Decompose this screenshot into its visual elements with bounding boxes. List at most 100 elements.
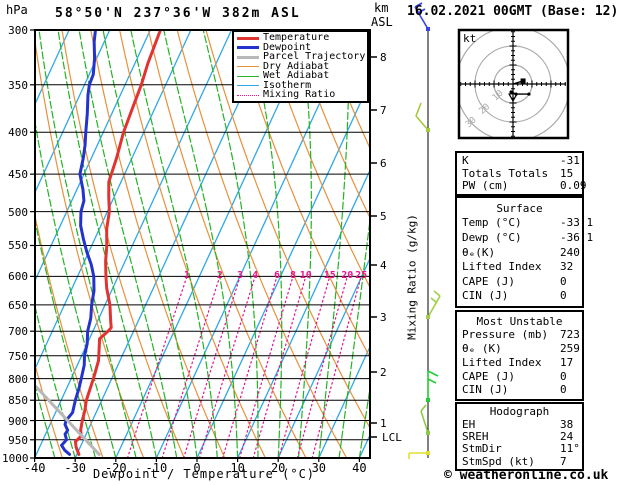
mixing-ratio-label: 3	[237, 270, 244, 282]
pressure-tick-label: 800	[8, 372, 28, 386]
hodograph-unit-label: kt	[463, 32, 477, 45]
mixing-ratio-label: 2	[216, 270, 223, 282]
km-tick-label: 8	[380, 51, 387, 64]
km-tick-label: 2	[380, 366, 387, 379]
wet-adiabat-line	[35, 118, 117, 458]
panel-title: Most Unstable	[476, 314, 563, 328]
panel-row-value: 38	[560, 417, 574, 431]
mixing-ratio-label: 20	[341, 270, 354, 282]
temp-tick-label: -20	[104, 461, 127, 475]
km-tick-label: 4	[380, 259, 387, 272]
panel-row: StmSpd (kt) 7	[462, 456, 582, 468]
panel-row: Lifted Index 17	[462, 357, 582, 369]
pressure-axis-unit: hPa	[6, 3, 28, 17]
isotherm-line	[35, 30, 192, 371]
pressure-tick-label: 550	[8, 239, 28, 253]
isotherm-line	[35, 30, 70, 106]
isotherm-line	[35, 30, 233, 458]
panel-title: Hodograph	[489, 405, 550, 419]
wet-adiabat-line	[78, 30, 178, 458]
panel-row: θₑ(K) 240	[462, 247, 582, 259]
temperature-axis-title: Dewpoint / Temperature (°C)	[92, 467, 316, 481]
wind-barb	[426, 370, 439, 402]
panel-row: PW (cm) 0.09	[462, 179, 587, 193]
pressure-tick-label: 400	[8, 126, 28, 140]
temp-tick-label: 40	[352, 461, 367, 475]
legend-item-label: Wet Adiabat	[263, 70, 330, 81]
wind-barb	[408, 451, 430, 459]
altitude-axis-unit-km: km	[374, 1, 389, 15]
temp-tick-label: 30	[311, 461, 327, 475]
hodograph-ring-label: 10	[491, 89, 506, 104]
legend-swatch	[237, 46, 259, 49]
panel-row-label: EH	[462, 417, 476, 431]
panel-row-value: 7	[560, 454, 567, 468]
panel-row-value: 15	[560, 166, 574, 180]
dry-adiabat-line	[35, 362, 64, 458]
legend-item: Dewpoint	[234, 41, 367, 53]
km-tick-label: 7	[380, 104, 387, 117]
km-tick-label: 6	[380, 157, 387, 170]
legend-swatch	[237, 75, 259, 77]
panel-row-label: CAPE (J)	[462, 274, 515, 288]
legend-item-label: Parcel Trajectory	[263, 51, 366, 62]
mixing-ratio-line	[239, 275, 294, 458]
panel-row-value: -31	[560, 153, 580, 167]
legend-item: Parcel Trajectory	[234, 51, 367, 62]
wind-barb-column	[408, 2, 441, 459]
mixing-ratio-label: 1	[183, 270, 190, 282]
wet-adiabat-line	[35, 382, 56, 458]
sounding-curves	[35, 30, 162, 456]
pressure-tick-label: 650	[8, 298, 28, 312]
wet-adiabat-line	[57, 30, 157, 458]
panel-row-label: Temp (°C)	[462, 216, 522, 230]
panel-row-value: -33.1	[560, 216, 594, 230]
temp-tick-label: -10	[145, 461, 168, 475]
panel-row-label: Lifted Index	[462, 355, 542, 369]
mixing-ratio-label: 15	[323, 270, 336, 282]
legend-item: Dry Adiabat	[234, 60, 367, 72]
panel-row: Pressure (mb) 723	[462, 329, 582, 341]
panel-row: EH 38	[462, 419, 582, 431]
panel-row-value: -36.1	[560, 230, 594, 244]
panel-row-label: Lifted Index	[462, 260, 542, 274]
panel-row-value: 240	[560, 245, 580, 259]
panel-row: CAPE (J) 0	[462, 371, 582, 383]
temperature-curve	[73, 30, 162, 456]
legend-item-label: Dry Adiabat	[263, 60, 330, 72]
legend-swatch	[237, 85, 259, 86]
panel-row-value: 259	[560, 342, 580, 356]
panel-row: SREH 24	[462, 431, 582, 443]
legend-swatch	[237, 55, 259, 59]
panel-row-label: StmSpd (kt)	[462, 454, 535, 468]
index-panel-hodograph: Hodograph EH 38 SREH 24 StmDir 11° StmSpd (kt) 7	[455, 402, 584, 471]
panel-row-value: 17	[560, 355, 574, 369]
panel-row-label: PW (cm)	[462, 179, 509, 193]
legend-item: Wet Adiabat	[234, 70, 367, 81]
panel-row-label: K	[462, 153, 469, 167]
panel-row: θₑ (K) 259	[462, 343, 582, 355]
panel-row-value: 0	[560, 383, 567, 397]
mixing-ratio-label: 6	[273, 270, 280, 282]
panel-row-value: 32	[560, 260, 574, 274]
index-panel: K -31 Totals Totals 15 PW (cm) 0.09	[455, 151, 587, 196]
pressure-tick-label: 350	[8, 78, 28, 92]
wind-barb	[426, 290, 441, 319]
run-date-label: 16.02.2021 00GMT (Base: 12)	[407, 4, 619, 19]
panel-row-label: CAPE (J)	[462, 369, 515, 383]
legend-item-label: Dewpoint	[263, 41, 312, 53]
isotherm-line	[318, 345, 370, 458]
temp-tick-label: 0	[193, 461, 201, 475]
altitude-axis-unit-asl: ASL	[371, 15, 393, 29]
page-title: 58°50'N 237°36'W 382m ASL	[55, 6, 301, 21]
legend-item-label: Isotherm	[263, 79, 312, 91]
pressure-tick-label: 750	[8, 349, 28, 363]
panel-row: CIN (J) 0	[462, 290, 582, 302]
index-panel-most-unstable: Most Unstable Pressure (mb) 723 θₑ (K) 259 Li…	[455, 310, 584, 401]
pressure-tick-label: 1000	[2, 452, 29, 465]
panel-row-label: Dewp (°C)	[462, 230, 522, 244]
wet-adiabat-line	[38, 30, 137, 458]
panel-row-value: 0.09	[560, 179, 587, 193]
